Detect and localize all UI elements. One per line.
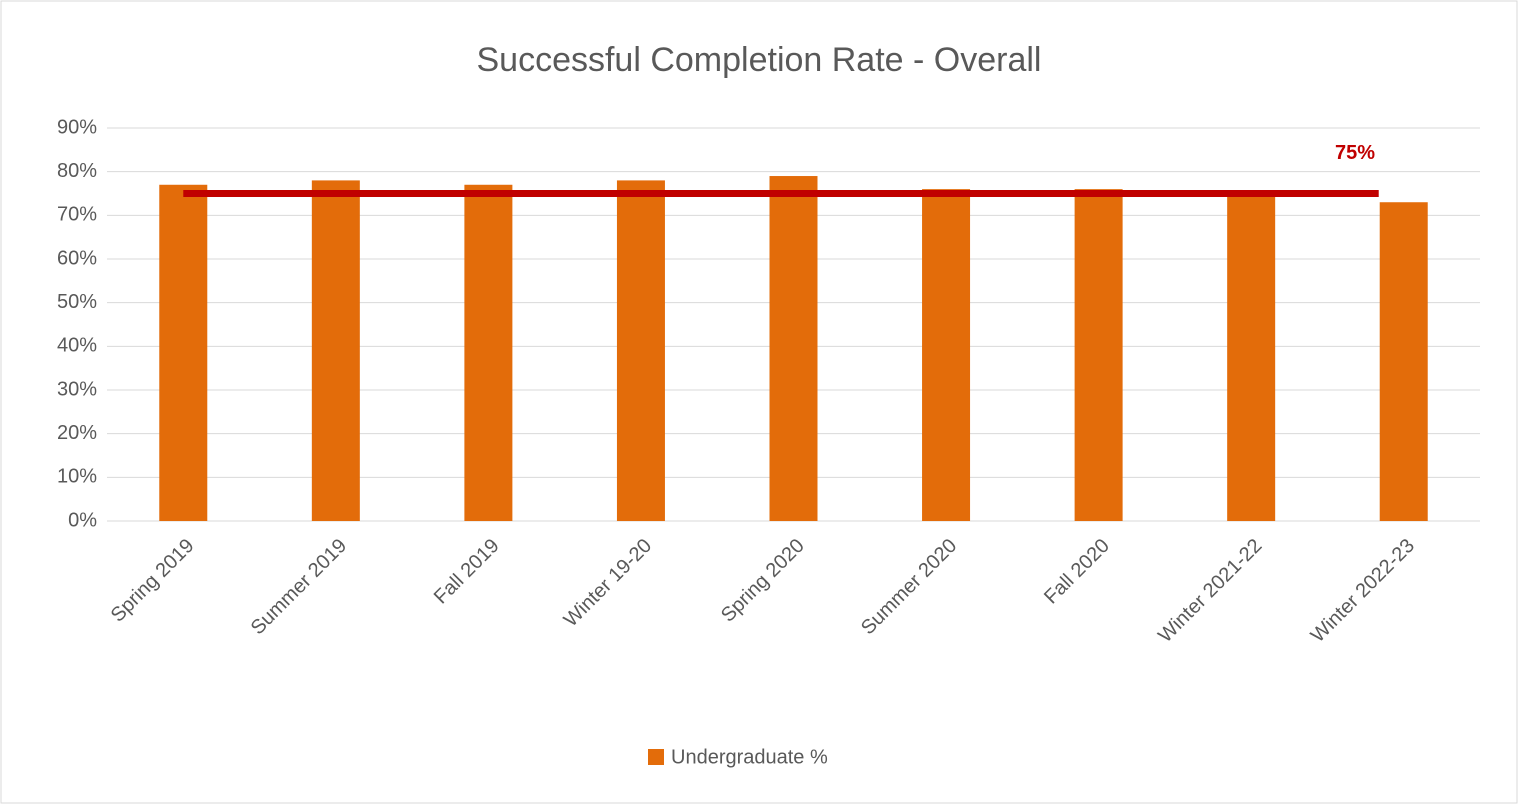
y-tick-label: 90% bbox=[57, 116, 97, 138]
y-tick-label: 20% bbox=[57, 422, 97, 444]
bar bbox=[1074, 189, 1123, 521]
bar bbox=[616, 180, 665, 521]
y-tick-label: 10% bbox=[57, 466, 97, 488]
bar bbox=[1227, 193, 1276, 521]
y-tick-label: 70% bbox=[57, 204, 97, 226]
legend-swatch bbox=[648, 749, 664, 765]
y-tick-label: 40% bbox=[57, 335, 97, 357]
target-label: 75% bbox=[1335, 142, 1375, 164]
legend-label: Undergraduate % bbox=[671, 746, 828, 768]
chart-title: Successful Completion Rate - Overall bbox=[476, 41, 1041, 79]
bar bbox=[1379, 202, 1428, 521]
bar bbox=[311, 180, 360, 521]
y-tick-label: 50% bbox=[57, 291, 97, 313]
y-tick-label: 30% bbox=[57, 378, 97, 400]
bar bbox=[922, 189, 971, 521]
bar bbox=[159, 184, 208, 521]
y-tick-label: 80% bbox=[57, 160, 97, 182]
y-tick-label: 0% bbox=[68, 509, 97, 531]
y-tick-label: 60% bbox=[57, 247, 97, 269]
bar bbox=[464, 184, 513, 521]
bar bbox=[769, 176, 818, 522]
